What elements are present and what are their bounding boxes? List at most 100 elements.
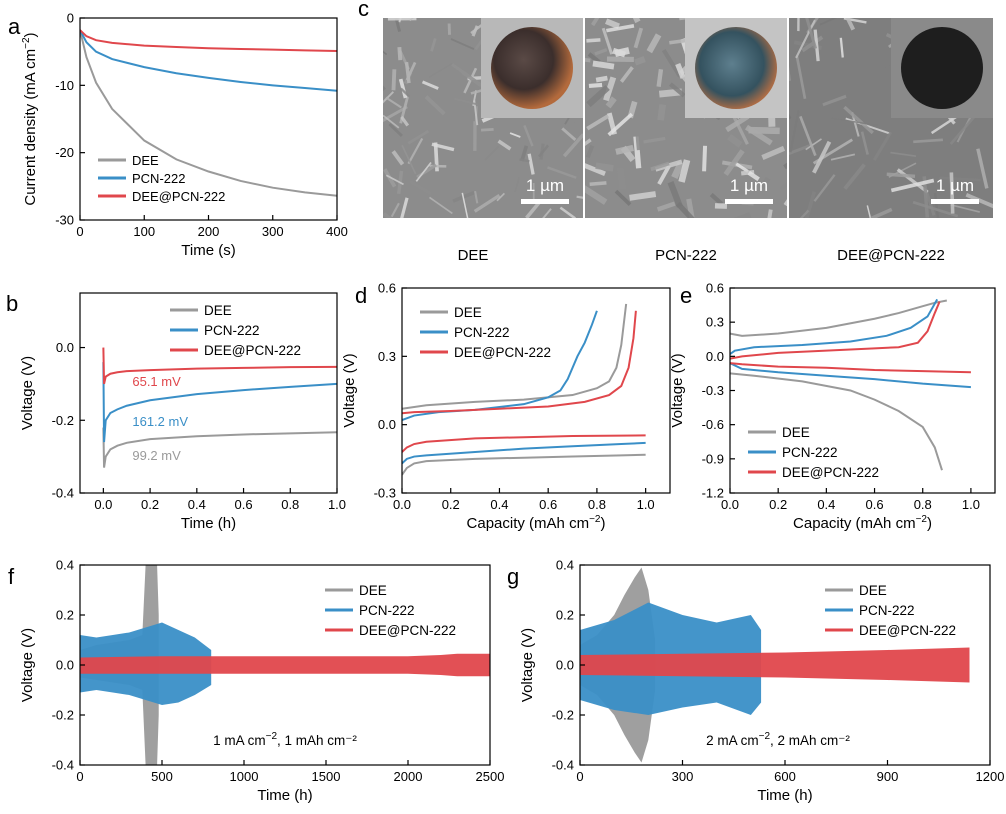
sem-flake [587,52,601,65]
annotation-label: 65.1 mV [132,374,181,389]
copper-disc-partial [491,27,573,109]
legend-label: DEE [454,305,482,320]
sem-flake [860,131,869,155]
label-part: ) [927,515,932,532]
sem-flake [385,96,402,109]
x-tick-label: 0.8 [588,497,606,512]
legend-label: PCN-222 [204,323,260,338]
y-tick-label: 0.0 [378,417,396,432]
x-tick-label: 1200 [976,769,1005,784]
sem-flake [605,18,620,30]
plot-area [80,29,337,197]
y-tick-label: -30 [55,213,74,228]
sem-flake [831,117,878,127]
sem-flake [845,18,856,31]
series-line-dee-at-pcn-222 [402,310,637,415]
sem-flake [976,148,989,189]
sem-flake [398,78,408,99]
sem-flake [812,140,832,174]
y-tick-label: 0 [67,11,74,26]
sem-flake [661,49,682,78]
scale-bar [521,199,569,204]
sem-flake [949,172,955,214]
scale-bar-label: 1 µm [730,176,768,195]
sem-flake [383,91,395,104]
sem-flake [616,167,627,190]
x-tick-label: 1000 [230,769,259,784]
x-tick-label: 0.4 [490,497,508,512]
label-part: Capacity (mAh cm [467,515,590,532]
sem-flake [733,212,752,218]
sem-flake [586,114,610,131]
sem-flake [519,158,530,163]
x-tick-label: 400 [326,224,348,239]
y-tick-label: -1.2 [702,486,724,501]
panel-label: e [680,283,692,308]
sem-flake [605,96,617,109]
series-line-dee [730,299,948,337]
y-tick-label: -0.2 [552,708,574,723]
sem-flake [709,192,724,206]
sem-flake [397,47,403,61]
series-line-dee-at-pcn-222-discharge [730,362,971,374]
sem-flake [463,67,478,94]
label-part: ) [22,32,39,37]
annotation-label: 99.2 mV [132,448,181,463]
legend: DEE PCN-222 DEE@PCN-222 [170,303,301,358]
sem-flake [595,75,608,83]
sem-flake [866,205,872,218]
sem-flake [634,56,646,66]
y-tick-label: 0.0 [56,340,74,355]
y-tick-label: -0.4 [52,486,74,501]
axes-frame [401,287,671,494]
sem-flake [542,208,552,218]
sem-flake [590,18,600,27]
sem-flake [767,209,773,218]
legend: DEE PCN-222 DEE@PCN-222 [98,153,225,204]
x-tick-label: 0.0 [94,497,112,512]
condition-text: 2 mA cm−2, 2 mAh cm⁻² [706,731,850,748]
copper-disc-dark-blue [695,27,777,109]
axes-frame [729,287,996,494]
label-part: 1 mA cm [213,733,266,748]
x-tick-label: 1.0 [328,497,346,512]
sem-flake [747,170,760,182]
sem-flake [586,38,601,43]
sem-flake [561,127,577,141]
sem-flake [843,163,866,190]
label-part: −2 [589,514,601,525]
sem-flake [585,145,595,159]
axes-frame [79,292,338,494]
legend-label: DEE [204,303,232,318]
legend-label: PCN-222 [859,603,915,618]
sem-flake [629,191,657,201]
panel-label: g [507,564,519,589]
label-part: −2 [21,37,32,49]
y-tick-label: 0.3 [378,349,396,364]
y-tick-label: 0.2 [556,608,574,623]
label-part: −2 [916,514,928,525]
scale-bar [725,199,773,204]
sem-flake [615,144,634,155]
label-part: −2 [759,731,771,742]
scale-bar-label: 1 µm [936,176,974,195]
panel-label: c [358,0,369,21]
x-tick-label: 600 [774,769,796,784]
x-tick-label: 100 [133,224,155,239]
series-line-dee [80,29,337,197]
sem-flake [795,56,807,99]
sem-flake [523,124,534,147]
legend: DEE PCN-222 DEE@PCN-222 [825,583,956,638]
sem-flake [473,194,501,213]
sem-flake [562,133,583,158]
sem-flake [656,201,676,212]
y-axis-label: Voltage (V) [19,356,36,430]
series-line-dee-at-pcn-222 [730,301,941,360]
sem-flake [401,145,417,175]
series-band-dee-at-pcn-222 [80,653,490,677]
sem-flake [657,104,666,121]
sem-flake [383,212,393,218]
sem-flake [873,131,893,161]
legend-label: DEE [359,583,387,598]
label-part: , 2 mAh cm⁻² [770,733,850,748]
